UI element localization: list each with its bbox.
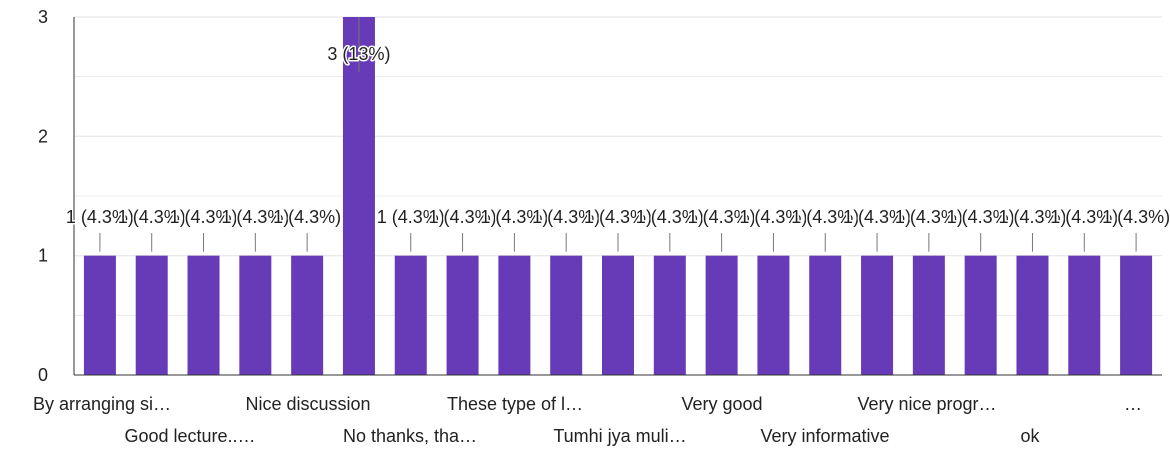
bar[interactable] [239,255,272,375]
x-tick-label: ok [1020,426,1040,446]
y-tick-label: 1 [38,246,48,266]
data-label: 1 (4.3%) [170,207,238,227]
y-tick-label: 2 [38,126,48,146]
x-tick-label: No thanks, tha… [343,426,477,446]
bar[interactable] [83,255,116,375]
x-tick-label: Good lecture..… [124,426,255,446]
data-label: 1 (4.3%) [273,207,341,227]
data-label: 1 (4.3%) [1102,207,1170,227]
x-tick-label: Very good [681,394,762,414]
data-label: 1 (4.3%) [429,207,497,227]
bar[interactable] [135,255,168,375]
bar[interactable] [1016,255,1049,375]
bar[interactable] [912,255,945,375]
data-label: 1 (4.3%) [843,207,911,227]
y-tick-label: 0 [38,365,48,385]
data-labels: 1 (4.3%)1 (4.3%)1 (4.3%)1 (4.3%)1 (4.3%)… [64,17,1170,252]
data-label: 1 (4.3%) [1050,207,1118,227]
data-label: 1 (4.3%) [377,207,445,227]
x-tick-label: … [1124,394,1142,414]
x-tick-label: These type of l… [447,394,583,414]
bar[interactable] [1120,255,1153,375]
bar[interactable] [861,255,894,375]
data-label: 1 (4.3%) [221,207,289,227]
x-tick-label: Nice discussion [245,394,370,414]
bar[interactable] [1068,255,1101,375]
x-tick-label: Tumhi jya muli… [553,426,686,446]
bar[interactable] [705,255,738,375]
data-label: 1 (4.3%) [739,207,807,227]
x-tick-labels: By arranging si… Good lecture..… Nice disc… [33,394,1142,446]
bars [83,17,1153,375]
data-label: 1 (4.3%) [118,207,186,227]
axes [73,17,1162,376]
bar[interactable] [809,255,842,375]
x-tick-label: By arranging si… [33,394,171,414]
data-label: 1 (4.3%) [895,207,963,227]
bar[interactable] [342,17,375,375]
y-tick-label: 3 [38,7,48,27]
data-label: 1 (4.3%) [584,207,652,227]
data-label: 1 (4.3%) [998,207,1066,227]
bar[interactable] [498,255,531,375]
data-label: 1 (4.3%) [947,207,1015,227]
bar[interactable] [446,255,479,375]
bar[interactable] [653,255,686,375]
x-tick-label: Very nice progr… [857,394,996,414]
bar[interactable] [550,255,583,375]
data-label: 1 (4.3%) [636,207,704,227]
bar[interactable] [757,255,790,375]
data-label: 1 (4.3%) [532,207,600,227]
data-label: 1 (4.3%) [480,207,548,227]
data-label: 1 (4.3%) [688,207,756,227]
data-label: 3 (13%) [327,44,390,64]
bar[interactable] [964,255,997,375]
data-label: 1 (4.3%) [66,207,134,227]
y-tick-labels: 0 1 2 3 [38,7,48,385]
data-label: 1 (4.3%) [791,207,859,227]
bar[interactable] [187,255,220,375]
x-tick-label: Very informative [760,426,889,446]
bar[interactable] [602,255,634,375]
bar[interactable] [394,255,427,375]
bar[interactable] [291,255,324,375]
